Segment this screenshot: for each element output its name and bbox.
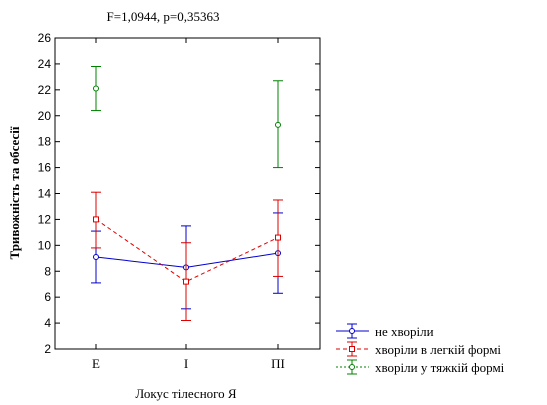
series-line: [95, 219, 279, 283]
legend-item: хворіли у тяжкій формі: [336, 359, 505, 375]
y-tick-label: 8: [44, 264, 51, 278]
y-tick-label: 24: [38, 57, 52, 71]
legend: не хворіли хворіли в легкій формі хворіли …: [336, 323, 505, 375]
legend-marker: [349, 328, 355, 334]
y-tick-label: 20: [38, 109, 52, 123]
legend-label: хворіли в легкій формі: [375, 342, 501, 357]
data-point: [275, 121, 281, 128]
data-point: [93, 85, 99, 92]
legend-item: хворіли в легкій формі: [336, 341, 501, 357]
y-tick-label: 10: [38, 238, 52, 252]
x-axis-label: Локус тілесного Я: [135, 386, 237, 401]
y-tick-label: 26: [38, 31, 52, 45]
data-point: [183, 278, 189, 285]
y-tick-label: 14: [38, 187, 52, 201]
x-axis: Е І ПІ: [92, 38, 285, 371]
data-point: [93, 216, 99, 223]
series-3: [91, 66, 283, 169]
data-point: [93, 253, 99, 260]
y-tick-label: 18: [38, 135, 52, 149]
x-tick-label: Е: [92, 356, 100, 371]
y-tick-label: 6: [44, 290, 51, 304]
y-tick-label: 2: [44, 342, 51, 356]
series-layer: [91, 66, 283, 321]
series-2: [91, 191, 283, 321]
legend-label: хворіли у тяжкій формі: [375, 360, 505, 375]
y-tick-label: 12: [38, 212, 52, 226]
data-point: [275, 234, 281, 241]
legend-marker: [349, 364, 355, 370]
legend-label: не хворіли: [375, 324, 434, 339]
legend-item: не хворіли: [336, 323, 434, 339]
y-tick-label: 22: [38, 83, 52, 97]
x-tick-label: І: [184, 356, 188, 371]
y-tick-label: 4: [44, 316, 51, 330]
y-tick-label: 16: [38, 161, 52, 175]
y-axis-label: Тривожність та обсесії: [7, 126, 22, 259]
chart-title: F=1,0944, p=0,35363: [107, 9, 220, 24]
x-tick-label: ПІ: [271, 356, 285, 371]
legend-marker: [349, 346, 355, 352]
